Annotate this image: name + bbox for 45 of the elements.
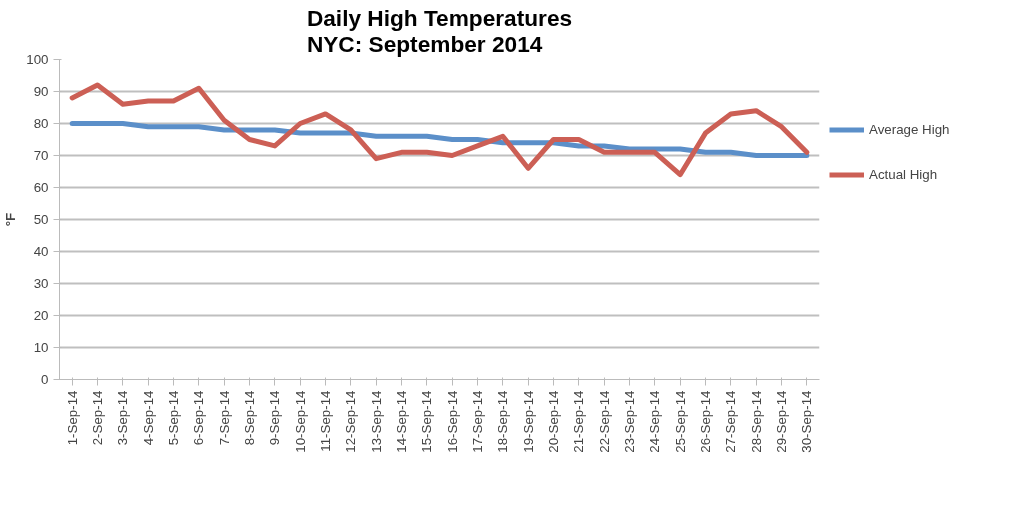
x-tick-label: 26-Sep-14 — [698, 389, 713, 453]
y-tick-label: 20 — [33, 308, 49, 323]
x-tick-label: 4-Sep-14 — [140, 389, 156, 446]
x-tick-label: 6-Sep-14 — [191, 389, 207, 446]
x-tick-label: 21-Sep-14 — [571, 389, 587, 453]
y-tick-label: 30 — [33, 276, 49, 291]
y-tick-label: 90 — [33, 84, 49, 99]
x-tick-label: 5-Sep-14 — [166, 389, 181, 446]
x-tick-label: 16-Sep-14 — [444, 389, 460, 453]
x-tick-label: 24-Sep-14 — [647, 389, 663, 453]
y-tick-label: 70 — [33, 148, 49, 163]
x-tick-label: 17-Sep-14 — [470, 389, 485, 453]
y-tick-label: 50 — [33, 212, 49, 227]
legend-label: Actual High — [869, 166, 938, 182]
chart-title: Daily High Temperatures NYC: September 2014 — [306, 5, 573, 57]
x-tick-label: 19-Sep-14 — [520, 389, 536, 453]
x-tick-label: 7-Sep-14 — [216, 389, 232, 446]
x-tick-label: 22-Sep-14 — [596, 389, 612, 453]
x-tick-label: 1-Sep-14 — [64, 389, 80, 446]
x-tick-label: 2-Sep-14 — [90, 389, 105, 446]
x-tick-label: 8-Sep-14 — [242, 389, 257, 446]
x-tick-label: 15-Sep-14 — [419, 389, 435, 453]
y-tick-label: 60 — [33, 180, 49, 195]
x-tick-label: 29-Sep-14 — [774, 389, 789, 453]
x-tick-label: 20-Sep-14 — [546, 389, 561, 453]
y-tick-label: 0 — [41, 372, 49, 387]
x-tick-label: 18-Sep-14 — [495, 389, 511, 453]
y-tick-label: 10 — [33, 340, 49, 355]
x-tick-label: 30-Sep-14 — [799, 389, 815, 453]
y-tick-label: 100 — [26, 52, 49, 67]
x-tick-label: 25-Sep-14 — [672, 389, 688, 453]
x-tick-label: 27-Sep-14 — [723, 389, 739, 453]
x-tick-label: 3-Sep-14 — [115, 389, 131, 446]
y-axis-title: °F — [3, 212, 19, 227]
x-tick-label: 14-Sep-14 — [394, 389, 409, 453]
x-tick-label: 23-Sep-14 — [622, 389, 637, 453]
y-tick-label: 80 — [33, 116, 49, 131]
y-tick-label: 40 — [33, 244, 49, 259]
x-tick-label: 10-Sep-14 — [292, 389, 308, 453]
x-tick-label: 13-Sep-14 — [368, 389, 384, 453]
x-tick-label: 9-Sep-14 — [267, 389, 283, 446]
x-tick-label: 11-Sep-14 — [318, 389, 333, 452]
x-tick-label: 28-Sep-14 — [748, 389, 764, 453]
legend-label: Average High — [869, 121, 950, 137]
x-tick-label: 12-Sep-14 — [343, 389, 359, 453]
